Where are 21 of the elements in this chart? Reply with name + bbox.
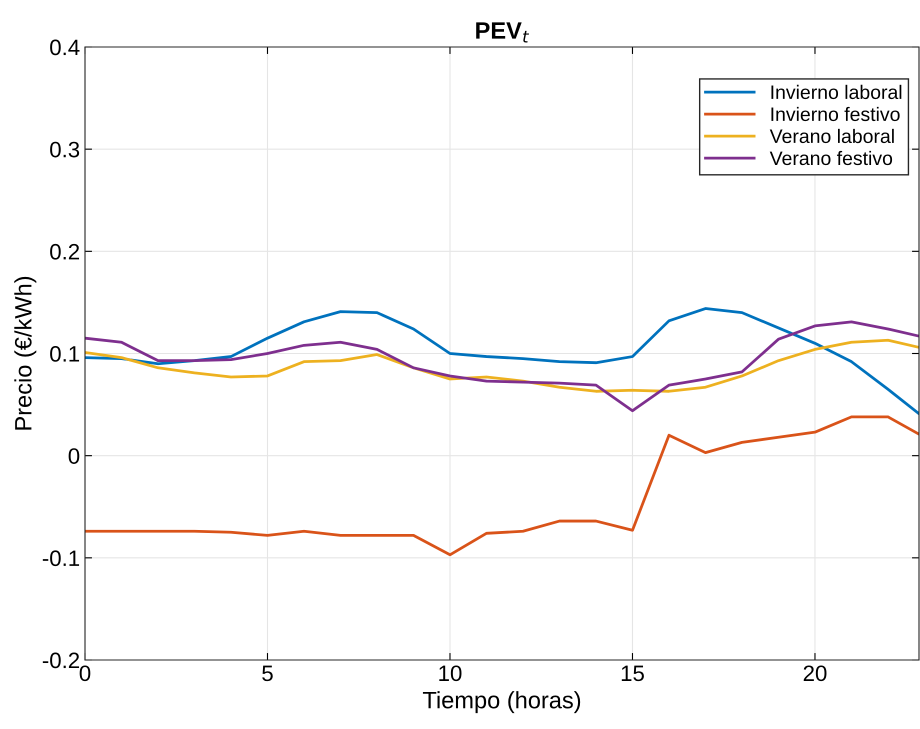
y-tick-label: -0.1: [42, 550, 80, 566]
y-tick-label: 0.3: [50, 142, 80, 158]
legend-label: Invierno laboral: [771, 84, 902, 100]
line-series: [85, 415, 919, 556]
legend-label: Verano festivo: [770, 150, 892, 166]
y-tick-label: 0.4: [50, 40, 80, 56]
x-tick-label: 15: [622, 666, 644, 682]
x-tick-label: 10: [439, 665, 462, 682]
x-tick-label: 5: [262, 666, 273, 682]
y-axis-title: Precio (€/kWh): [14, 276, 36, 430]
legend-label: Invierno festivo: [771, 106, 900, 122]
y-tick-label: -0.2: [42, 652, 80, 668]
x-axis-title: Tiempo (horas): [422, 691, 580, 714]
x-tick-label: 0: [80, 665, 90, 682]
y-tick-label: 0.2: [50, 244, 80, 260]
x-tick-label: 20: [804, 665, 826, 682]
y-tick-label: 0: [68, 448, 80, 464]
y-tick-label: 0.1: [50, 346, 80, 362]
line-series: [85, 338, 919, 393]
chart-title: PEV$_{t}$: [476, 22, 530, 42]
legend-label: Verano laboral: [770, 128, 894, 144]
